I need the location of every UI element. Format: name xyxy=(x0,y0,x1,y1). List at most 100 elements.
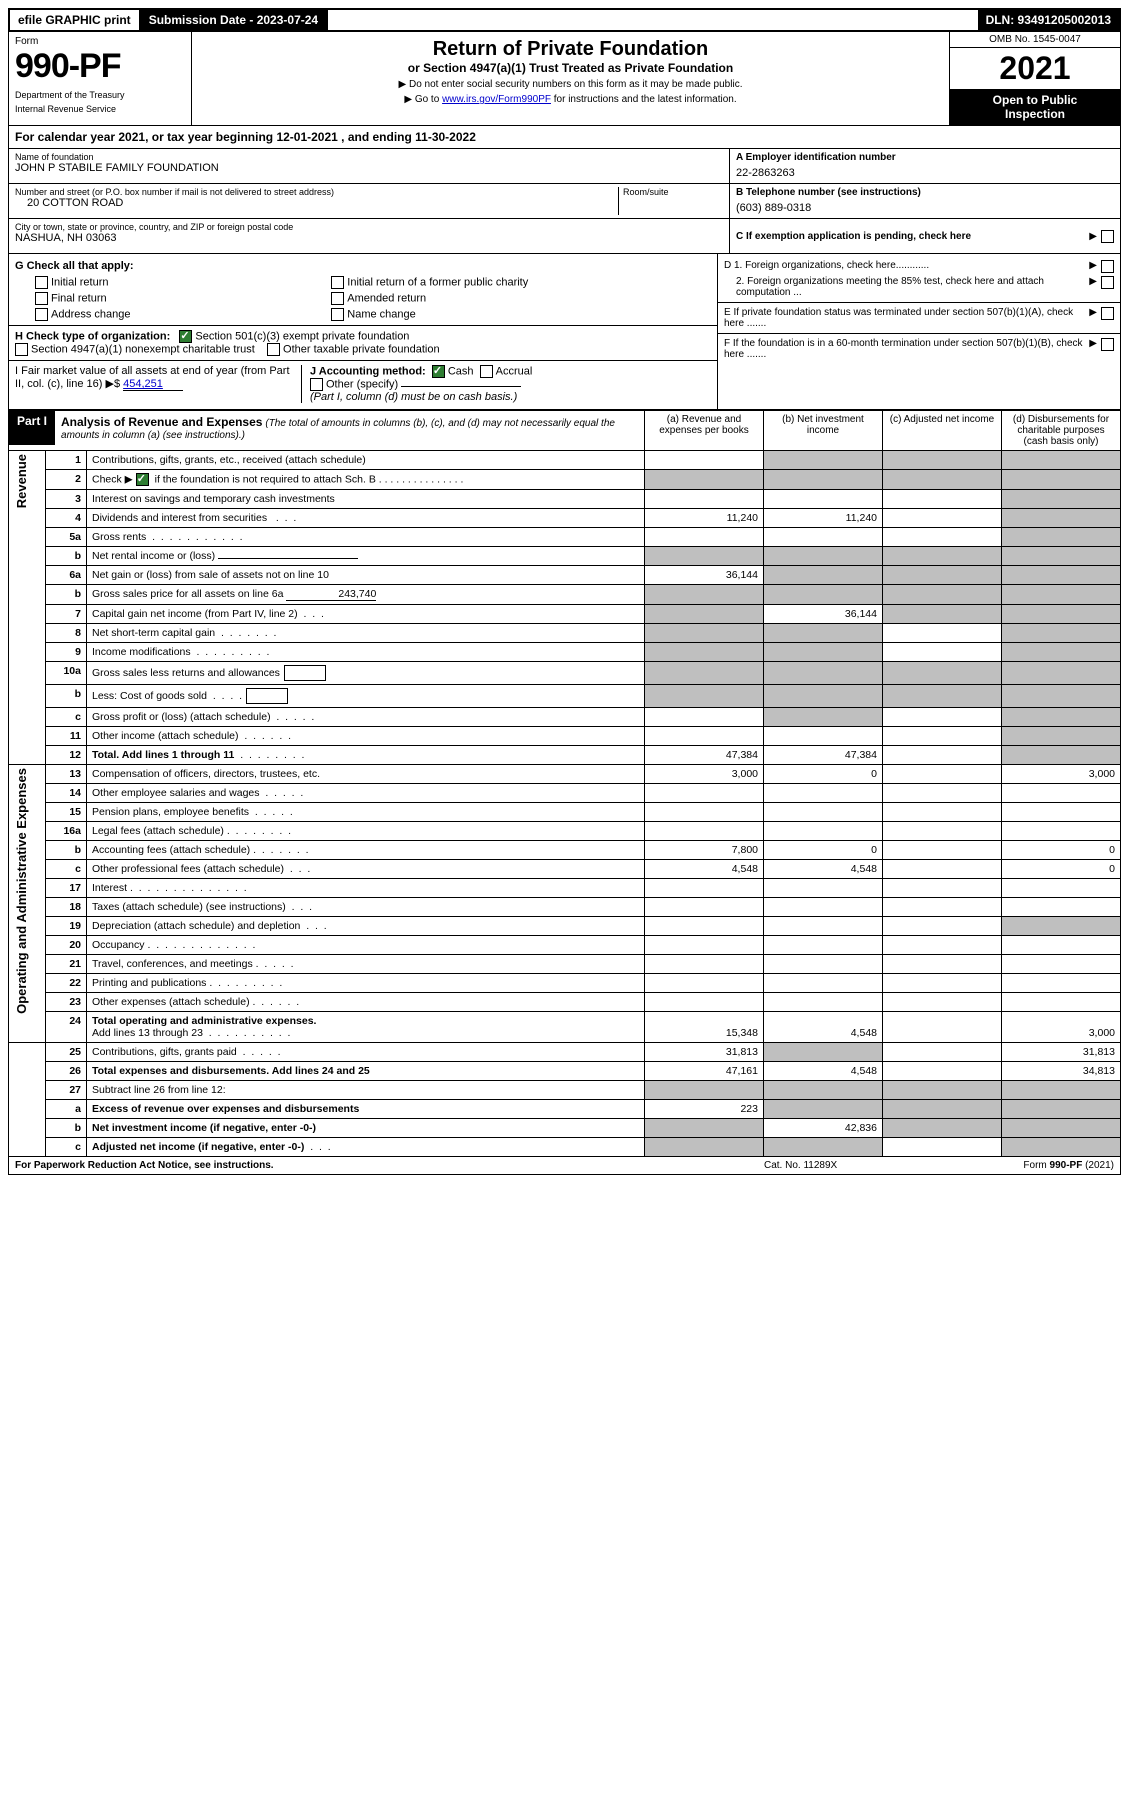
row-3: 3Interest on savings and temporary cash … xyxy=(9,490,1121,509)
room-label: Room/suite xyxy=(623,187,723,197)
phone-cell: B Telephone number (see instructions) (6… xyxy=(730,184,1120,219)
col-a-header: (a) Revenue and expenses per books xyxy=(645,411,764,451)
irs-link[interactable]: www.irs.gov/Form990PF xyxy=(442,94,551,105)
e-row: E If private foundation status was termi… xyxy=(718,307,1120,334)
check-section: G Check all that apply: Initial return I… xyxy=(8,254,1121,410)
identification-section: Name of foundation JOHN P STABILE FAMILY… xyxy=(8,149,1121,254)
row-20: 20Occupancy . . . . . . . . . . . . . xyxy=(9,936,1121,955)
g-initial-checkbox[interactable] xyxy=(35,276,48,289)
g-amended-checkbox[interactable] xyxy=(331,292,344,305)
row-10c: cGross profit or (loss) (attach schedule… xyxy=(9,708,1121,727)
ein-label: A Employer identification number xyxy=(736,152,1114,163)
row-6b: bGross sales price for all assets on lin… xyxy=(9,585,1121,605)
header-note-1: ▶ Do not enter social security numbers o… xyxy=(198,79,943,90)
row-16c: cOther professional fees (attach schedul… xyxy=(9,860,1121,879)
col-b-header: (b) Net investment income xyxy=(764,411,883,451)
header-right: OMB No. 1545-0047 2021 Open to PublicIns… xyxy=(949,32,1120,125)
form-label: Form xyxy=(15,36,185,47)
arrow-icon: ▶ xyxy=(1089,231,1097,242)
header-note-2: ▶ Go to www.irs.gov/Form990PF for instru… xyxy=(198,94,943,105)
top-bar: efile GRAPHIC print Submission Date - 20… xyxy=(8,8,1121,32)
page-footer: For Paperwork Reduction Act Notice, see … xyxy=(8,1157,1121,1175)
header-center: Return of Private Foundation or Section … xyxy=(192,32,949,125)
ij-row: I Fair market value of all assets at end… xyxy=(9,360,717,403)
form-number: 990-PF xyxy=(15,47,185,86)
row-27a: aExcess of revenue over expenses and dis… xyxy=(9,1100,1121,1119)
d2-checkbox[interactable] xyxy=(1101,276,1114,289)
g-address-checkbox[interactable] xyxy=(35,308,48,321)
efile-label[interactable]: efile GRAPHIC print xyxy=(10,10,141,30)
dln: DLN: 93491205002013 xyxy=(978,10,1119,30)
e-checkbox[interactable] xyxy=(1101,307,1114,320)
submission-date: Submission Date - 2023-07-24 xyxy=(141,10,328,30)
name-label: Name of foundation xyxy=(15,152,723,162)
row-10b: bLess: Cost of goods sold . . . . xyxy=(9,685,1121,708)
h-501c3-checkbox[interactable] xyxy=(179,330,192,343)
ein-value: 22-2863263 xyxy=(736,167,1114,179)
omb-number: OMB No. 1545-0047 xyxy=(950,32,1120,48)
row-10a: 10aGross sales less returns and allowanc… xyxy=(9,662,1121,685)
g-name-checkbox[interactable] xyxy=(331,308,344,321)
row-21: 21Travel, conferences, and meetings . . … xyxy=(9,955,1121,974)
f-checkbox[interactable] xyxy=(1101,338,1114,351)
phone-value: (603) 889-0318 xyxy=(736,202,1114,214)
row-6a: 6aNet gain or (loss) from sale of assets… xyxy=(9,566,1121,585)
row-19: 19Depreciation (attach schedule) and dep… xyxy=(9,917,1121,936)
c-checkbox[interactable] xyxy=(1101,230,1114,243)
row-16a: 16aLegal fees (attach schedule) . . . . … xyxy=(9,822,1121,841)
phone-label: B Telephone number (see instructions) xyxy=(736,187,1114,198)
row-24: 24Total operating and administrative exp… xyxy=(9,1012,1121,1043)
row-25: 25Contributions, gifts, grants paid . . … xyxy=(9,1043,1121,1062)
row-8: 8Net short-term capital gain . . . . . .… xyxy=(9,624,1121,643)
row-17: 17Interest . . . . . . . . . . . . . . xyxy=(9,879,1121,898)
foundation-name-cell: Name of foundation JOHN P STABILE FAMILY… xyxy=(9,149,729,184)
row-12: 12Total. Add lines 1 through 11 . . . . … xyxy=(9,746,1121,765)
row-27c: cAdjusted net income (if negative, enter… xyxy=(9,1138,1121,1157)
c-label: C If exemption application is pending, c… xyxy=(736,231,1089,242)
row-9: 9Income modifications . . . . . . . . . xyxy=(9,643,1121,662)
j-accrual-checkbox[interactable] xyxy=(480,365,493,378)
h-other-checkbox[interactable] xyxy=(267,343,280,356)
row-16b: bAccounting fees (attach schedule) . . .… xyxy=(9,841,1121,860)
row-2: 2 Check ▶ if the foundation is not requi… xyxy=(9,470,1121,490)
cat-number: Cat. No. 11289X xyxy=(764,1160,964,1171)
j-cash-checkbox[interactable] xyxy=(432,365,445,378)
j-label: J Accounting method: xyxy=(310,365,426,377)
expenses-side-label: Operating and Administrative Expenses xyxy=(14,768,29,1014)
form-footer: Form 990-PF (2021) xyxy=(964,1160,1114,1171)
row-26: 26Total expenses and disbursements. Add … xyxy=(9,1062,1121,1081)
row-7: 7Capital gain net income (from Part IV, … xyxy=(9,605,1121,624)
row-5b: bNet rental income or (loss) xyxy=(9,547,1121,566)
header-left: Form 990-PF Department of the Treasury I… xyxy=(9,32,192,125)
part1-badge: Part I xyxy=(9,411,55,445)
form-header: Form 990-PF Department of the Treasury I… xyxy=(8,32,1121,126)
exemption-pending-cell: C If exemption application is pending, c… xyxy=(730,219,1120,253)
f-row: F If the foundation is in a 60-month ter… xyxy=(724,338,1114,360)
g-row: G Check all that apply: Initial return I… xyxy=(15,260,711,321)
col-d-header: (d) Disbursements for charitable purpose… xyxy=(1002,411,1121,451)
row-23: 23Other expenses (attach schedule) . . .… xyxy=(9,993,1121,1012)
foundation-name: JOHN P STABILE FAMILY FOUNDATION xyxy=(15,162,723,174)
g-initial-former-checkbox[interactable] xyxy=(331,276,344,289)
g-label: G Check all that apply: xyxy=(15,260,134,272)
revenue-side-label: Revenue xyxy=(14,454,29,508)
note2-pre: ▶ Go to xyxy=(404,94,442,105)
h-4947-checkbox[interactable] xyxy=(15,343,28,356)
fmv-value[interactable]: 454,251 xyxy=(123,378,183,391)
row-5a: 5aGross rents . . . . . . . . . . . xyxy=(9,528,1121,547)
open-inspection: Open to PublicInspection xyxy=(950,89,1120,125)
city-cell: City or town, state or province, country… xyxy=(9,219,729,253)
schb-checkbox[interactable] xyxy=(136,473,149,486)
row-18: 18Taxes (attach schedule) (see instructi… xyxy=(9,898,1121,917)
part1-table: Part I Analysis of Revenue and Expenses … xyxy=(8,410,1121,1157)
j-other-checkbox[interactable] xyxy=(310,378,323,391)
row-15: 15Pension plans, employee benefits . . .… xyxy=(9,803,1121,822)
i-arrow: ▶$ xyxy=(105,378,120,390)
j-note: (Part I, column (d) must be on cash basi… xyxy=(310,391,517,403)
dept-irs: Internal Revenue Service xyxy=(15,104,185,114)
row-1: Revenue 1Contributions, gifts, grants, e… xyxy=(9,451,1121,470)
g-final-checkbox[interactable] xyxy=(35,292,48,305)
d1-checkbox[interactable] xyxy=(1101,260,1114,273)
part1-title: Analysis of Revenue and Expenses xyxy=(61,415,262,429)
row-22: 22Printing and publications . . . . . . … xyxy=(9,974,1121,993)
